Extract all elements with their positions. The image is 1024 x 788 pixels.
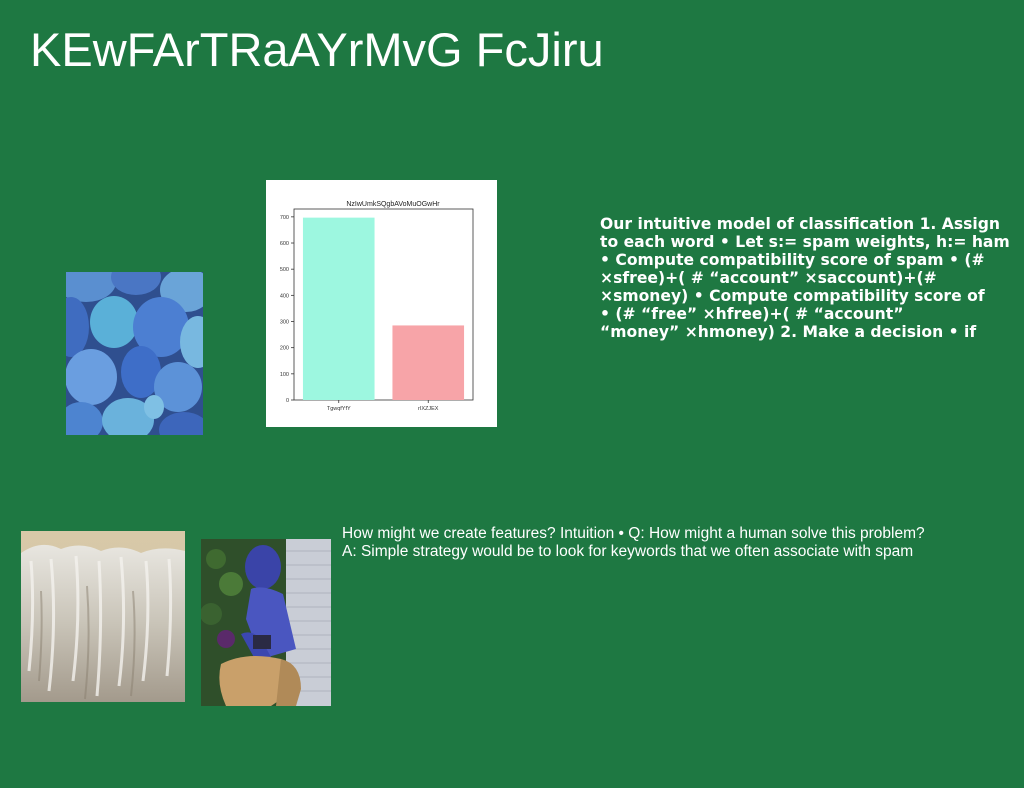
bar xyxy=(392,325,465,400)
features-text-line: How might we create features? Intuition … xyxy=(342,525,925,542)
y-tick-label: 400 xyxy=(280,293,289,299)
person-with-camera-image xyxy=(201,539,331,706)
y-tick-label: 300 xyxy=(280,320,289,326)
blue-circles-image xyxy=(66,272,203,435)
model-text-line: to each word • Let s:= spam weights, h:=… xyxy=(600,233,1010,251)
y-tick-label: 600 xyxy=(280,241,289,247)
model-text-line: ×sfree)+( # “account” ×saccount)+(# xyxy=(600,269,937,287)
y-tick-label: 200 xyxy=(280,346,289,352)
waterfall-image xyxy=(21,531,185,702)
y-tick-label: 700 xyxy=(280,215,289,221)
model-text-line: • (# “free” ×hfree)+( # “account” xyxy=(600,305,904,323)
chart-marks: 0 100 200 300 400 500 600 700 TgwqfYfY rIXZJEX xyxy=(280,215,465,412)
bar xyxy=(302,217,375,400)
model-text-line: • Compute compatibility score of spam • … xyxy=(600,251,985,269)
chart-title: NzIwUmkSQgbAVoMuOGwHr xyxy=(346,201,440,208)
model-text-line: Our intuitive model of classification 1.… xyxy=(600,215,1001,233)
y-tick-label: 100 xyxy=(280,372,289,378)
bar-chart: NzIwUmkSQgbAVoMuOGwHr 0 100 200 300 400 500 60… xyxy=(266,180,497,427)
classification-model-text: Our intuitive model of classification 1.… xyxy=(600,215,1020,341)
model-text-line: ×smoney) • Compute compatibility score o… xyxy=(600,287,985,305)
x-tick-label: rIXZJEX xyxy=(418,406,439,412)
y-tick-label: 500 xyxy=(280,267,289,273)
bar-chart-svg: NzIwUmkSQgbAVoMuOGwHr 0 100 200 300 400 500 60… xyxy=(280,201,474,412)
model-text-line: “money” ×hmoney) 2. Make a decision • if xyxy=(600,323,977,341)
features-intuition-text: How might we create features? Intuition … xyxy=(342,525,1022,561)
chart-frame xyxy=(293,208,474,401)
slide-title: KEwFArTRaAYrMvG FcJiru xyxy=(30,23,604,76)
features-text-line: A: Simple strategy would be to look for … xyxy=(342,543,914,560)
y-tick-label: 0 xyxy=(286,398,289,404)
x-tick-label: TgwqfYfY xyxy=(327,406,351,412)
